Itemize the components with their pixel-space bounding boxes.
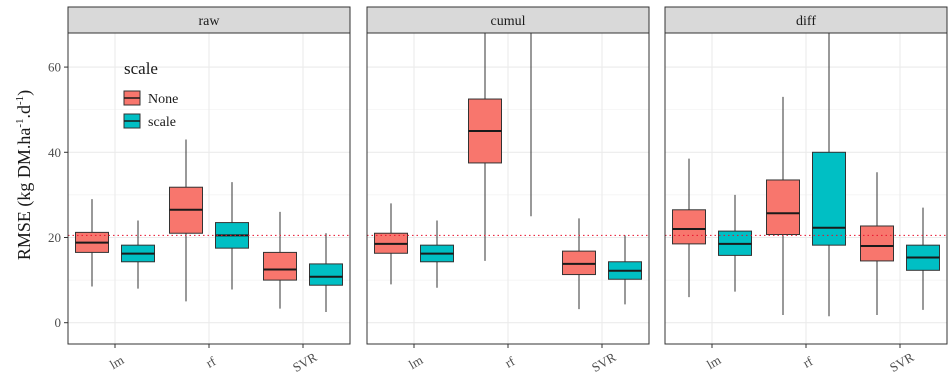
y-axis-label-sup1: -1 (14, 118, 26, 127)
box-body (672, 209, 706, 245)
panel-title: cumul (491, 14, 526, 29)
x-tick-label: SVR (589, 349, 619, 375)
y-tick-label: 20 (48, 230, 61, 245)
panel-strip (664, 6, 948, 34)
box-body (562, 250, 596, 276)
legend-label: None (148, 92, 178, 107)
y-axis-label-mid: .d (14, 105, 34, 119)
box-lm-none (374, 203, 408, 285)
x-tick-label: SVR (290, 349, 320, 375)
legend-title: scale (124, 59, 158, 78)
y-axis-label: RMSE (kg DM.ha-1.d-1) (14, 90, 35, 260)
x-tick-label: rf (203, 353, 219, 371)
y-axis: 0 20 40 60 (48, 60, 68, 330)
box-body (263, 251, 297, 281)
y-axis-label-sup2: -1 (14, 96, 26, 105)
box-lm-none (75, 199, 109, 287)
x-tick-label: rf (800, 353, 816, 371)
panel-title: diff (796, 14, 816, 29)
box-SVR-scale (309, 233, 343, 313)
box-SVR-none (562, 218, 596, 310)
x-tick-label: rf (502, 353, 518, 371)
y-axis-label-end: ) (14, 90, 35, 96)
box-rf-scale (812, 33, 846, 317)
legend-item-scale: scale (123, 113, 176, 130)
panel-cumul: cumul lm rf SVR (366, 6, 650, 375)
box-SVR-scale (608, 235, 642, 305)
legend-label: scale (148, 115, 176, 130)
x-tick-label: lm (107, 352, 126, 372)
box-lm-scale (420, 220, 454, 288)
legend: scale None scale (123, 59, 178, 130)
box-body (309, 263, 343, 286)
box-lm-none (672, 158, 706, 298)
y-axis-label-main: RMSE (kg DM.ha (14, 128, 35, 261)
panels-layer: raw lm rf SVR cumul lm rf SVR diff lm rf SVR (67, 6, 948, 375)
x-tick-label: lm (406, 352, 425, 372)
box-body (812, 151, 846, 246)
box-rf-none (468, 33, 502, 261)
panel-title: raw (199, 14, 221, 29)
box-body (860, 225, 894, 262)
x-tick-label: SVR (887, 349, 917, 375)
box-lm-scale (121, 220, 155, 289)
box-SVR-none (263, 211, 297, 309)
box-rf-none (169, 139, 203, 302)
y-tick-label: 0 (55, 315, 62, 330)
y-tick-label: 60 (48, 60, 61, 75)
panel-strip (366, 6, 650, 34)
legend-item-none: None (123, 90, 178, 107)
box-SVR-none (860, 172, 894, 316)
x-tick-label: lm (704, 352, 723, 372)
box-rf-none (766, 96, 800, 316)
y-tick-label: 40 (48, 145, 61, 160)
panel-raw: raw lm rf SVR (67, 6, 351, 375)
box-body (766, 179, 800, 236)
panel-strip (67, 6, 351, 34)
panel-diff: diff lm rf SVR (664, 6, 948, 375)
box-SVR-scale (906, 207, 940, 310)
